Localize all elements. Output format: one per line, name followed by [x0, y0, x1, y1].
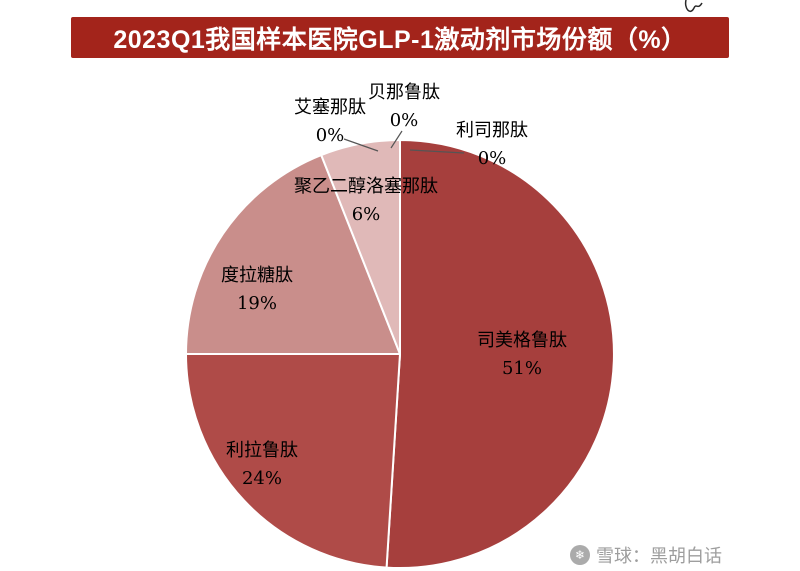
- watermark-text: 雪球：黑胡白话: [596, 546, 722, 566]
- pie-slice-3: [385, 139, 615, 569]
- chart-title-banner: 2023Q1我国样本医院GLP-1激动剂市场份额（%）: [71, 17, 729, 58]
- leader-lines-group: [343, 130, 465, 154]
- pie-slice-4: [185, 353, 401, 569]
- pie-slices-group: [185, 139, 615, 569]
- pie-slice-5: [185, 154, 401, 355]
- pie-slice-6: [320, 139, 401, 355]
- leader-line-exenatide: [343, 138, 379, 152]
- pen-mark-decoration: [684, 0, 703, 12]
- chart-title: 2023Q1我国样本医院GLP-1激动剂市场份额（%）: [113, 25, 687, 54]
- watermark: ❄ 雪球：黑胡白话: [570, 542, 722, 568]
- leader-line-beinaglutide: [390, 130, 403, 149]
- leader-line-lixisenatide: [409, 149, 465, 154]
- xueqiu-logo-icon: ❄: [570, 545, 590, 565]
